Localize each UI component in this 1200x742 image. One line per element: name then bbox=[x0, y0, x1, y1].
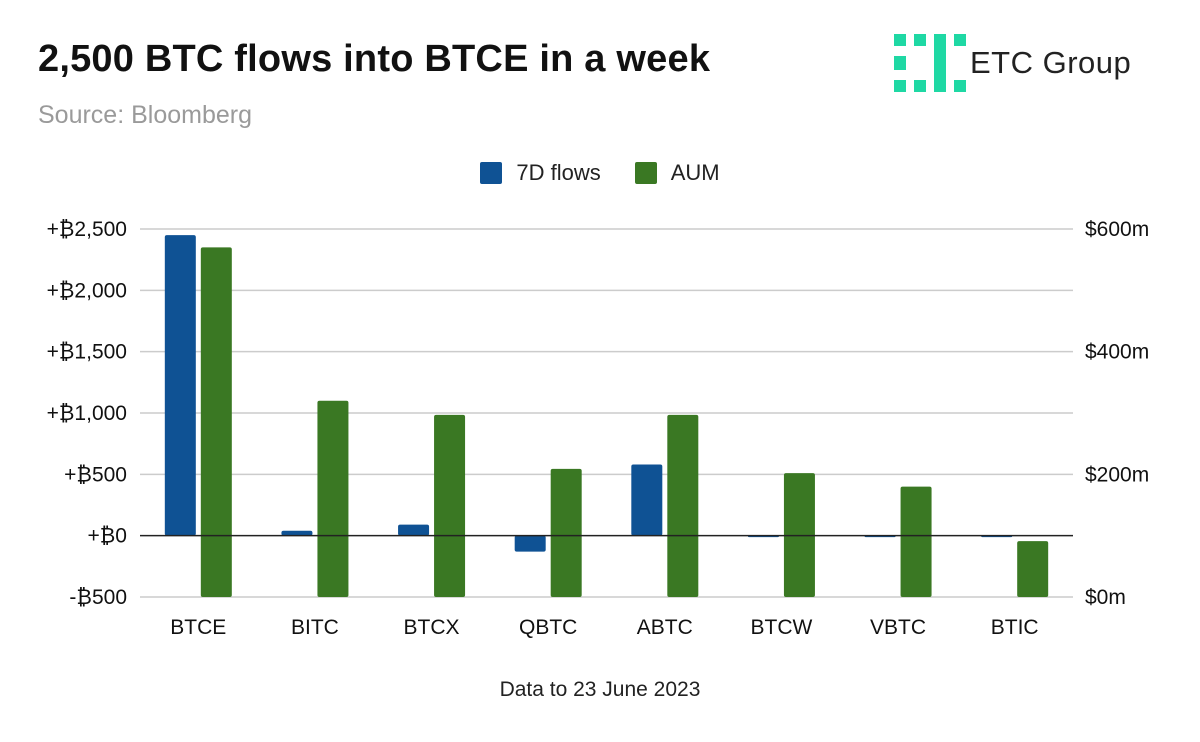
legend-item-flows: 7D flows bbox=[480, 160, 601, 186]
left-axis-tick-label: +₿2,000 bbox=[47, 279, 127, 302]
right-axis-tick-label: $0m bbox=[1085, 586, 1126, 609]
right-axis-tick-label: $200m bbox=[1085, 463, 1149, 486]
bar-aum bbox=[667, 414, 699, 597]
bar-7d-flows bbox=[164, 235, 196, 536]
bar-aum bbox=[317, 400, 349, 597]
legend-label-aum: AUM bbox=[670, 160, 720, 185]
left-axis-tick-label: +₿0 bbox=[88, 525, 128, 548]
legend-label-flows: 7D flows bbox=[516, 160, 601, 185]
brand-name: ETC Group bbox=[970, 45, 1132, 80]
bar-7d-flows bbox=[398, 524, 430, 536]
category-label: BTIC bbox=[991, 616, 1039, 639]
left-axis-tick-label: +₿500 bbox=[64, 463, 127, 486]
chart-legend: 7D flows AUM bbox=[0, 160, 1200, 186]
chart-title: 2,500 BTC flows into BTCE in a week bbox=[38, 38, 711, 80]
bar-aum bbox=[900, 486, 932, 597]
bar-aum bbox=[200, 247, 232, 597]
category-label: ABTC bbox=[637, 616, 693, 639]
bar-7d-flows bbox=[514, 535, 546, 552]
category-label: VBTC bbox=[870, 616, 926, 639]
category-label: BTCW bbox=[751, 616, 813, 639]
category-label: QBTC bbox=[519, 616, 577, 639]
right-axis-tick-label: $600m bbox=[1085, 218, 1149, 241]
left-axis-tick-label: +₿1,000 bbox=[47, 402, 127, 425]
bar-aum bbox=[1017, 541, 1049, 597]
category-label: BITC bbox=[291, 616, 339, 639]
bar-7d-flows bbox=[631, 464, 663, 536]
etc-group-logo-icon bbox=[894, 34, 966, 92]
left-axis-tick-label: -₿500 bbox=[69, 586, 127, 609]
chart-subtitle: Source: Bloomberg bbox=[38, 101, 253, 129]
left-axis-tick-label: +₿1,500 bbox=[47, 341, 127, 364]
bar-aum bbox=[550, 468, 582, 597]
category-label: BTCX bbox=[404, 616, 460, 639]
legend-swatch-flows bbox=[480, 162, 503, 184]
chart-footnote: Data to 23 June 2023 bbox=[499, 678, 701, 701]
bar-aum bbox=[434, 414, 466, 597]
bar-7d-flows bbox=[281, 530, 313, 536]
right-axis-tick-label: $400m bbox=[1085, 341, 1149, 364]
legend-swatch-aum bbox=[634, 162, 657, 184]
left-axis-tick-label: +₿2,500 bbox=[47, 218, 127, 241]
legend-item-aum: AUM bbox=[634, 160, 720, 186]
category-label: BTCE bbox=[170, 616, 226, 639]
